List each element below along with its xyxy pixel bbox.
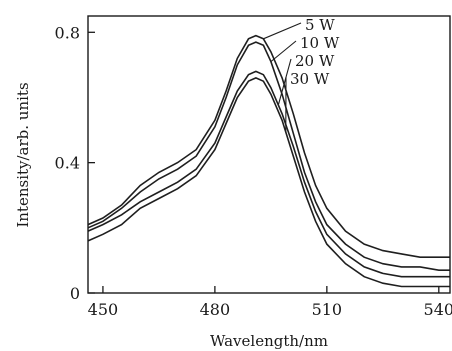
y-tick-label: 0 xyxy=(70,284,80,303)
axis-ticks: 450 480 510 540 0 0.4 0.8 xyxy=(55,23,452,319)
series-label-leader xyxy=(270,40,297,63)
axes-frame xyxy=(87,15,451,294)
series-label: 10 W xyxy=(300,34,340,52)
x-tick-label: 480 xyxy=(200,300,231,319)
x-tick-label: 450 xyxy=(88,300,119,319)
legend: 5 W10 W20 W30 W xyxy=(263,16,340,133)
series-label-leader xyxy=(263,22,302,40)
series-line-3 xyxy=(87,70,450,278)
series-label-leader xyxy=(277,58,292,106)
series-label: 20 W xyxy=(295,52,335,70)
series-line-1 xyxy=(87,34,450,258)
series-line-4 xyxy=(87,77,450,288)
x-tick-label: 510 xyxy=(312,300,343,319)
y-axis-title: Intensity/arb. units xyxy=(14,82,32,227)
y-tick-label: 0.4 xyxy=(55,154,80,173)
series-label: 30 W xyxy=(290,70,330,88)
x-axis-title: Wavelength/nm xyxy=(210,332,328,350)
plot-area xyxy=(87,34,450,288)
series-line-2 xyxy=(87,41,450,271)
series-label: 5 W xyxy=(305,16,335,34)
x-tick-label: 540 xyxy=(424,300,452,319)
y-tick-label: 0.8 xyxy=(55,23,80,42)
